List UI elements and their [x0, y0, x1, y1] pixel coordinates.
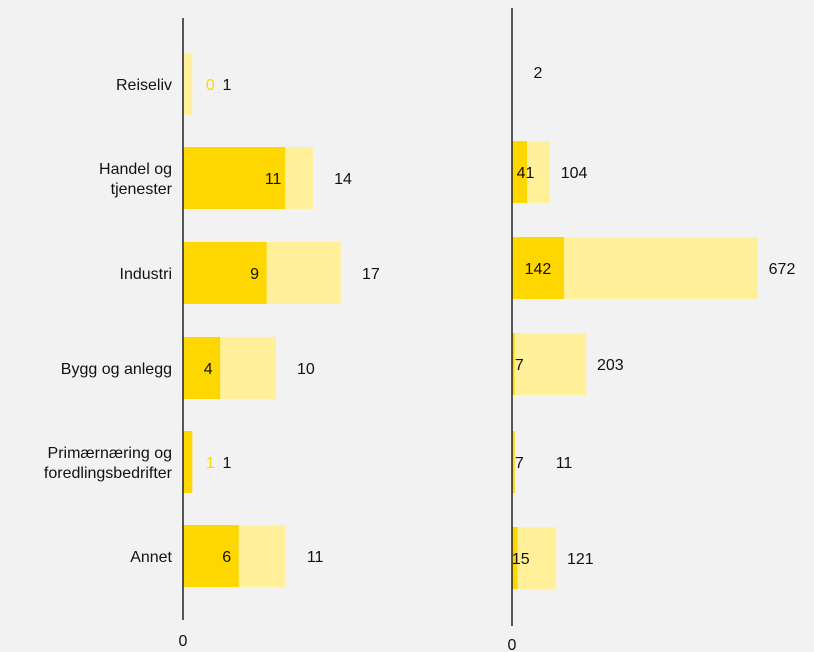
data-label-primary: 7 [515, 455, 524, 472]
data-label-total: 1 [223, 77, 232, 94]
category-label: Industri [120, 266, 172, 283]
category-label: tjenester [111, 181, 173, 198]
data-label-primary: 4 [204, 361, 213, 378]
data-label-primary: 142 [525, 261, 552, 278]
data-label-primary: 1 [206, 455, 215, 472]
data-label-total: 121 [567, 551, 594, 568]
data-label-primary: 15 [512, 551, 530, 568]
category-label: Reiseliv [116, 77, 172, 94]
x-tick-label: 0 [179, 633, 188, 650]
data-label-total: 11 [307, 549, 324, 566]
bar-primary [512, 333, 515, 395]
data-label-total: 11 [556, 455, 573, 472]
category-label: Handel og [99, 161, 172, 178]
data-label-total: 14 [334, 171, 352, 188]
data-label-total: 1 [223, 455, 232, 472]
bar-primary [183, 431, 193, 493]
bar-primary [183, 337, 221, 399]
bar-primary [512, 237, 564, 299]
bar-primary [512, 141, 528, 203]
data-label-primary: 7 [515, 357, 524, 374]
bar-total [512, 527, 557, 589]
data-label-total: 2 [534, 65, 543, 82]
category-label: Bygg og anlegg [61, 361, 172, 378]
data-label-total: 203 [597, 357, 624, 374]
data-label-total: 104 [561, 165, 588, 182]
bar-primary [183, 147, 286, 209]
bar-primary [512, 431, 515, 493]
bar-primary [183, 525, 239, 587]
data-label-total: 17 [362, 266, 380, 283]
data-label-primary: 41 [517, 165, 535, 182]
category-label: Annet [130, 549, 172, 566]
data-label-primary: 0 [206, 77, 215, 94]
data-label-total: 672 [769, 261, 796, 278]
data-label-primary: 9 [250, 266, 259, 283]
data-label-primary: 11 [265, 171, 282, 188]
data-label-primary: 6 [222, 549, 231, 566]
bar-primary [512, 527, 518, 589]
category-label: Primærnæring og [48, 445, 172, 462]
bar-primary [183, 242, 267, 304]
category-label: foredlingsbedrifter [44, 465, 173, 482]
x-tick-label: 0 [508, 637, 517, 652]
bar-total [183, 53, 193, 115]
data-label-total: 10 [297, 361, 315, 378]
bar-total [512, 333, 587, 395]
